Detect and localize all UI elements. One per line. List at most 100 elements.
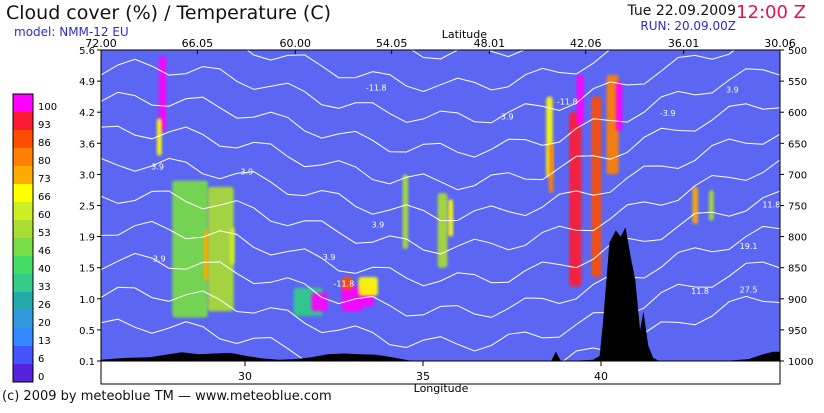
cloud-cell [548, 143, 554, 194]
chart-title: Cloud cover (%) / Temperature (C) [6, 2, 332, 24]
copyright-text: (c) 2009 by meteoblue TM — www.meteoblue… [2, 389, 332, 404]
model-run: RUN: 20.09.00Z [640, 19, 736, 33]
isotherm-label: 3.9 [151, 162, 164, 171]
cloud-cell [207, 186, 234, 312]
height-tick-label: 1.9 [79, 233, 95, 244]
isotherm-label: -3.9 [320, 253, 336, 262]
cloud-cell [341, 286, 363, 312]
isotherm-label: -3.9 [498, 113, 514, 122]
cloud-cell [341, 277, 353, 290]
colorbar-swatch [13, 346, 33, 364]
isotherm-label: 27.5 [740, 286, 758, 295]
isotherm-line [101, 190, 780, 287]
isotherm-line [101, 50, 736, 124]
cloud-cell [358, 277, 378, 296]
forecast-date: Tue 22.09.2009 [627, 3, 736, 19]
height-tick-label: 3.6 [79, 139, 95, 150]
isotherm-line [101, 225, 780, 318]
lon-tick-label: 35 [416, 370, 430, 383]
colorbar-label: 20 [38, 318, 51, 329]
isotherm-line [410, 50, 526, 60]
colorbar-label: 46 [38, 246, 51, 257]
forecast-hour: 12:00 Z [736, 2, 806, 23]
colorbar-label: 80 [38, 156, 51, 167]
height-tick-label: 0.5 [79, 326, 95, 337]
isotherm-label: -11.8 [557, 98, 578, 107]
colorbar-swatch [13, 94, 33, 112]
pressure-tick-label: 750 [788, 202, 807, 213]
cloud-cell [591, 96, 602, 278]
model-label: model: NMM-12 EU [14, 25, 129, 39]
colorbar-label: 100 [38, 102, 57, 113]
pressure-tick-label: 900 [788, 295, 807, 306]
cloud-cell [158, 56, 167, 131]
lat-tick-label: 48.01 [474, 37, 506, 50]
longitude-band [100, 360, 781, 385]
isotherm-label: 3.9 [240, 167, 253, 176]
isotherm-label: 3.9 [726, 85, 739, 94]
isotherm-label: 11.8 [691, 287, 709, 296]
axes-layer: 72.00 66.05 60.00 54.05 48.01 42.06 36.01 30.06… [79, 28, 813, 395]
colorbar-swatch [13, 166, 33, 184]
terrain-silhouette [101, 227, 780, 361]
colorbar-label: 13 [38, 336, 51, 347]
colorbar-label: 40 [38, 264, 51, 275]
colorbar-swatch [13, 310, 33, 328]
colorbar-swatch [13, 112, 33, 130]
pressure-tick-label: 700 [788, 170, 807, 181]
isotherm-line [101, 159, 780, 255]
colorbar-label: 6 [38, 354, 44, 365]
colorbar-label: 66 [38, 192, 51, 203]
lat-tick-label: 66.05 [182, 37, 214, 50]
isotherm-label: 3.9 [371, 220, 384, 229]
isotherm-line [101, 103, 780, 191]
cloud-cell [311, 292, 328, 312]
lat-tick-label: 54.05 [376, 37, 408, 50]
cloud-cell [229, 227, 235, 265]
cloud-cell [708, 189, 714, 222]
colorbar-swatch [13, 238, 33, 256]
cloud-cell [437, 193, 448, 268]
pressure-tick-label: 600 [788, 108, 807, 119]
height-tick-label: 4.2 [79, 108, 95, 119]
isotherm-label: -11.8 [366, 83, 387, 92]
lon-tick-label: 30 [238, 370, 252, 383]
cloud-cell [448, 199, 454, 237]
pressure-tick-label: 950 [788, 326, 807, 337]
height-tick-label: 4.9 [79, 77, 95, 88]
colorbar-label: 86 [38, 138, 51, 149]
height-tick-label: 1.5 [79, 264, 95, 275]
cloud-cell [606, 74, 619, 175]
isotherm-layer: -11.8 -3.9 3.9 3.9 -11.8 -3.9 3.9 3.9 11.8 19.1 27… [101, 50, 780, 361]
colorbar-swatch [13, 292, 33, 310]
height-tick-label: 2.5 [79, 202, 95, 213]
colorbar-swatch [13, 220, 33, 238]
colorbar-swatch [13, 202, 33, 220]
isotherm-label: -3.9 [660, 109, 676, 118]
isotherm-line [246, 50, 611, 93]
lat-tick-label: 60.00 [280, 37, 312, 50]
lat-tick-label: 36.01 [668, 37, 700, 50]
colorbar-swatch [13, 364, 33, 382]
pressure-tick-label: 1000 [788, 357, 813, 368]
pressure-tick-label: 500 [788, 46, 807, 57]
lon-tick-label: 40 [594, 370, 608, 383]
colorbar-swatch [13, 256, 33, 274]
pressure-tick-label: 650 [788, 139, 807, 150]
colorbar-swatch [13, 274, 33, 292]
isotherm-line [101, 68, 780, 158]
colorbar-label: 0 [38, 372, 44, 383]
colorbar-label: 53 [38, 228, 51, 239]
height-tick-label: 3.0 [79, 170, 95, 181]
isotherm-line [101, 133, 780, 222]
cloud-cell [569, 112, 582, 287]
colorbar-label: 93 [38, 120, 51, 131]
pressure-tick-label: 800 [788, 233, 807, 244]
height-tick-label: 5.6 [79, 46, 95, 57]
isotherm-line [101, 261, 780, 352]
isotherm-label: 11.8 [762, 200, 780, 209]
longitude-axis-label: Longitude [414, 382, 469, 395]
colorbar-label: 33 [38, 282, 51, 293]
